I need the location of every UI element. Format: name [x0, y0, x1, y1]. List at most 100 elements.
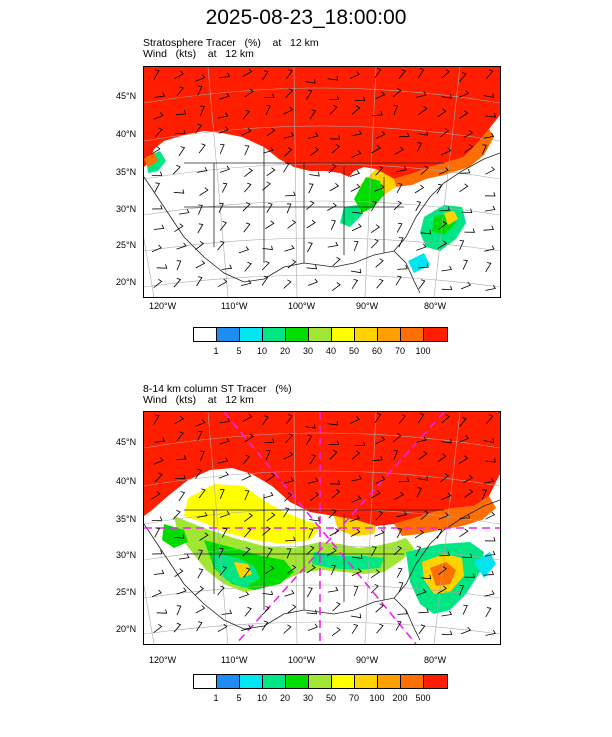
wind-barb — [217, 240, 225, 251]
p1-lon-110: 110°W — [221, 301, 248, 311]
wind-barb — [414, 529, 425, 539]
colorbar-cell — [286, 328, 309, 341]
wind-barb — [393, 450, 399, 461]
wind-barb — [485, 166, 496, 175]
p1-lat-25: 25°N — [116, 240, 137, 250]
wind-barb — [198, 143, 206, 154]
wind-barb — [307, 242, 313, 253]
p2-lon-120: 120°W — [149, 655, 177, 665]
panel1-map — [143, 66, 501, 298]
wind-barb — [483, 570, 494, 576]
wind-barb — [437, 240, 447, 249]
wind-barb — [330, 220, 336, 231]
wind-barb — [485, 262, 492, 273]
wind-barb — [418, 624, 426, 635]
wind-barb — [307, 587, 313, 598]
wind-barb — [484, 537, 496, 542]
wind-barb — [458, 435, 469, 443]
wind-barb — [241, 472, 252, 481]
wind-barb — [416, 436, 427, 443]
wind-barb — [484, 550, 496, 557]
colorbar-label: 200 — [392, 693, 408, 703]
wind-barb — [330, 565, 336, 576]
wind-barb — [370, 224, 381, 234]
wind-barb — [178, 491, 186, 502]
wind-barb — [283, 162, 290, 173]
wind-barb — [392, 88, 402, 98]
wind-barb — [350, 613, 362, 619]
wind-barb — [156, 609, 168, 614]
wind-barb — [417, 68, 425, 79]
wind-barb — [440, 473, 449, 483]
wind-barb — [438, 167, 449, 175]
wind-barb — [151, 549, 163, 555]
wind-barb — [372, 456, 383, 462]
wind-barb — [219, 165, 231, 173]
wind-barb — [261, 605, 270, 616]
wind-barb — [331, 489, 341, 499]
colorbar-cell — [240, 328, 263, 341]
wind-barb — [175, 129, 186, 135]
wind-barb — [376, 278, 384, 289]
wind-barb — [217, 457, 229, 464]
wind-barb — [286, 69, 293, 80]
wind-barb — [153, 457, 164, 465]
wind-barb — [416, 142, 423, 153]
colorbar-label: 10 — [256, 346, 267, 356]
wind-barb — [195, 419, 206, 427]
wind-barb — [351, 568, 362, 577]
colorbar-label: 20 — [279, 346, 290, 356]
wind-barb — [262, 181, 271, 191]
wind-barb — [219, 489, 225, 500]
wind-barb — [195, 74, 206, 82]
wind-barb — [284, 492, 293, 502]
wind-barb — [244, 167, 253, 178]
colorbar-cell — [194, 675, 217, 688]
wind-barb — [266, 202, 273, 213]
wind-barb — [462, 604, 468, 615]
p2-lat-20: 20°N — [116, 624, 137, 634]
p1-lon-80: 80°W — [424, 301, 447, 311]
wind-barb — [438, 512, 449, 520]
wind-barb — [266, 127, 276, 137]
colorbar-cell — [309, 328, 332, 341]
wind-barb — [244, 433, 254, 443]
wind-barb — [306, 434, 313, 445]
wind-barb — [244, 490, 250, 501]
wind-barb — [262, 590, 273, 596]
wind-barb — [244, 145, 250, 156]
wind-barb — [197, 223, 204, 234]
wind-barb — [328, 440, 340, 445]
wind-barb — [285, 433, 294, 443]
wind-barb — [374, 68, 382, 78]
wind-barb — [172, 164, 181, 175]
wind-barb — [306, 89, 313, 100]
wind-barb — [172, 509, 181, 520]
wind-barb — [436, 528, 443, 539]
colorbar-cell — [332, 675, 355, 688]
wind-barb — [418, 608, 429, 614]
wind-barb — [375, 131, 386, 139]
wind-barb — [173, 534, 185, 539]
colorbar-label: 70 — [394, 346, 405, 356]
wind-barb — [198, 204, 203, 215]
wind-barb — [370, 583, 379, 594]
wind-barb — [329, 527, 340, 537]
wind-barb — [417, 476, 428, 481]
colorbar-cell — [355, 675, 378, 688]
wind-barb — [283, 507, 290, 518]
wind-barb — [396, 511, 407, 518]
wind-barb — [242, 413, 253, 422]
wind-barb — [483, 438, 494, 443]
panel2-title: 8-14 km column ST Tracer (%) — [143, 383, 292, 395]
colorbar-label: 1 — [213, 693, 219, 703]
wind-barb — [219, 72, 231, 79]
wind-barb — [327, 76, 339, 81]
wind-barb — [441, 630, 453, 635]
wind-barb — [262, 415, 269, 426]
wind-barb — [349, 71, 360, 79]
wind-barb — [459, 183, 469, 193]
wind-barb — [484, 245, 495, 252]
wind-barb — [460, 281, 472, 290]
main-title: 2025-08-23_18:00:00 — [205, 6, 407, 29]
